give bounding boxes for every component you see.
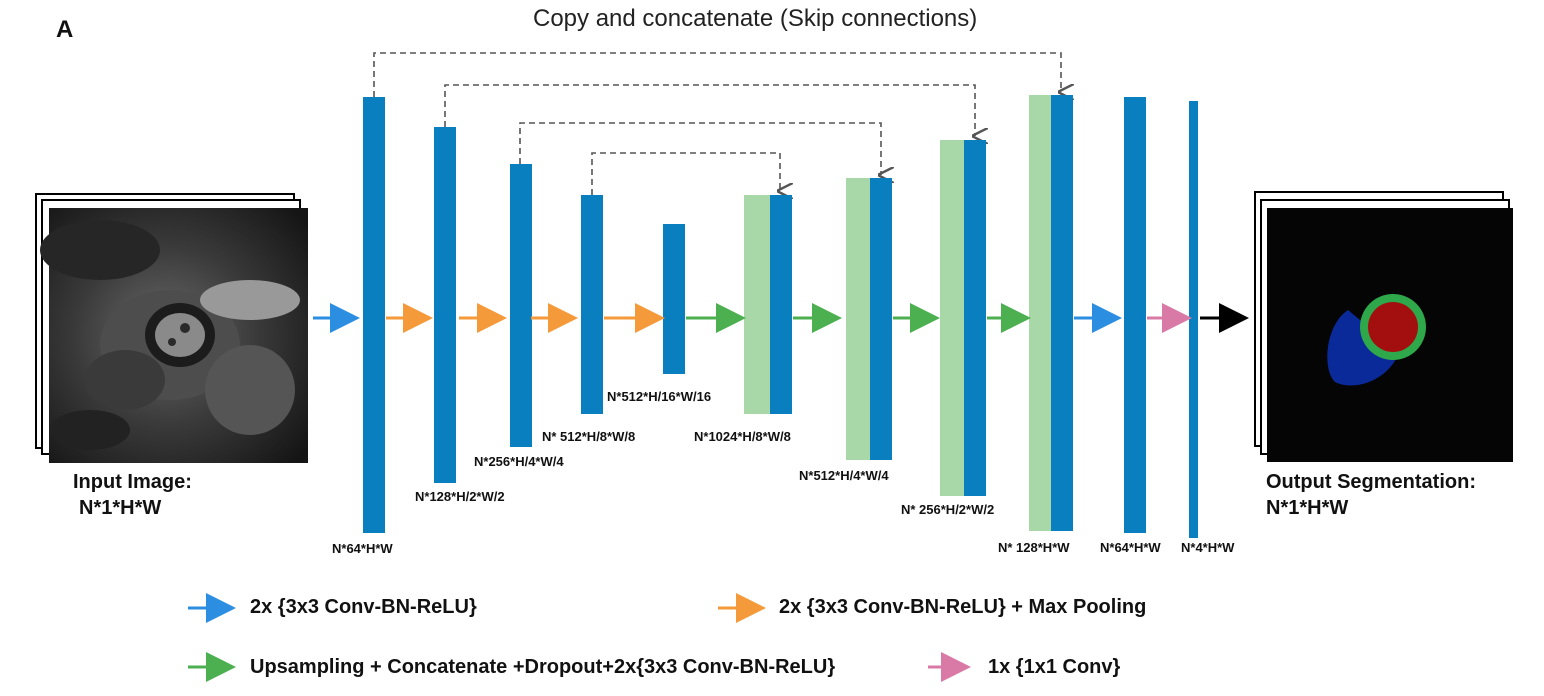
- skip-connection-4: [591, 152, 780, 195]
- dim-label: N* 512*H/8*W/8: [542, 429, 636, 444]
- output-label-title: Output Segmentation:: [1266, 471, 1476, 493]
- dim-label: N*128*H/2*W/2: [415, 489, 505, 504]
- diagram-title: Copy and concatenate (Skip connections): [533, 5, 978, 32]
- network-blocks: [363, 95, 1198, 538]
- output-label: Output Segmentation: N*1*H*W: [1266, 469, 1476, 521]
- dec-concat-512: [846, 178, 870, 460]
- legend-conv1x1: 1x {1x1 Conv}: [988, 656, 1121, 678]
- dec-block-1024: [770, 195, 792, 414]
- dim-label: N*64*H*W: [1100, 540, 1161, 555]
- output-dims: N*1*H*W: [1266, 497, 1349, 519]
- dim-label: N*512*H/16*W/16: [607, 389, 712, 404]
- skip-connection-1: [373, 52, 1061, 97]
- dec-block-128: [1051, 95, 1073, 531]
- enc-block-128: [434, 127, 456, 483]
- dec-concat-1024: [744, 195, 770, 414]
- legend-conv-pool: 2x {3x3 Conv-BN-ReLU} + Max Pooling: [779, 596, 1147, 618]
- output-segmentation-stack: [1254, 191, 1513, 462]
- legend-arrows: [188, 593, 971, 682]
- dec-concat-128: [1029, 95, 1051, 531]
- skip-connection-3: [519, 122, 881, 175]
- legend-upsample: Upsampling + Concatenate +Dropout+2x{3x3…: [250, 656, 836, 678]
- dec-block-64: [1124, 97, 1146, 533]
- legend-conv: 2x {3x3 Conv-BN-ReLU}: [250, 596, 477, 618]
- left-ventricle-region: [1368, 302, 1418, 352]
- output-block-4: [1189, 101, 1198, 538]
- dec-concat-256: [940, 140, 964, 496]
- input-dims: N*1*H*W: [79, 497, 162, 519]
- input-label-title: Input Image:: [73, 471, 192, 493]
- dec-block-256: [964, 140, 986, 496]
- enc-block-256: [510, 164, 532, 447]
- right-ventricle-region: [1327, 310, 1400, 386]
- skip-connection-2: [444, 84, 975, 136]
- dim-label: N*64*H*W: [332, 541, 393, 556]
- skip-connections: [373, 52, 1061, 195]
- panel-letter: A: [56, 16, 74, 43]
- dim-label: N*512*H/4*W/4: [799, 468, 889, 483]
- dim-label: N* 128*H*W: [998, 540, 1070, 555]
- enc-block-512: [581, 195, 603, 414]
- input-image-stack: [35, 193, 308, 463]
- bottleneck-block: [663, 224, 685, 374]
- input-label: Input Image: N*1*H*W: [73, 469, 192, 521]
- dec-block-512: [870, 178, 892, 460]
- enc-block-64: [363, 97, 385, 533]
- segmentation-mask-icon: [1267, 208, 1513, 462]
- dim-label: N*4*H*W: [1181, 540, 1235, 555]
- dim-label: N* 256*H/2*W/2: [901, 502, 995, 517]
- cardiac-mri-icon: [40, 208, 308, 463]
- dim-label: N*1024*H/8*W/8: [694, 429, 791, 444]
- dim-label: N*256*H/4*W/4: [474, 454, 564, 469]
